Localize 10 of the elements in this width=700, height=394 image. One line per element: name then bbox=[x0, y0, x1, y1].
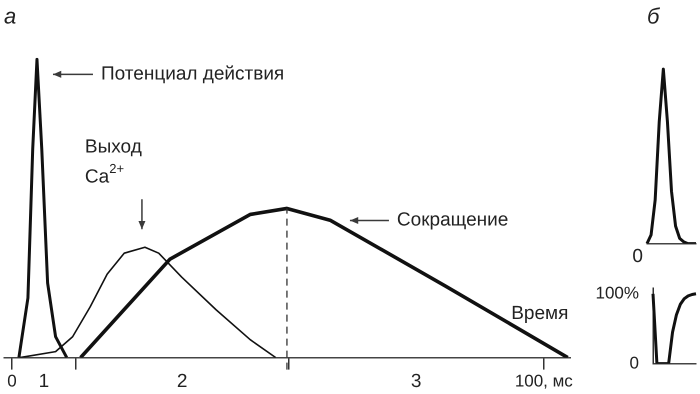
text: 2 bbox=[176, 370, 188, 392]
x-tick-label: 100, мс bbox=[514, 371, 574, 390]
chart-title: а bbox=[4, 3, 16, 28]
annotation: Время bbox=[511, 302, 568, 324]
text: 3 bbox=[410, 370, 422, 392]
annotation: Потенциал действия bbox=[100, 64, 284, 85]
annotation: Сокращение bbox=[396, 210, 508, 231]
chart-title: б bbox=[647, 3, 661, 28]
text: 1 bbox=[38, 370, 50, 392]
y-tick-label: 100% bbox=[596, 283, 639, 302]
